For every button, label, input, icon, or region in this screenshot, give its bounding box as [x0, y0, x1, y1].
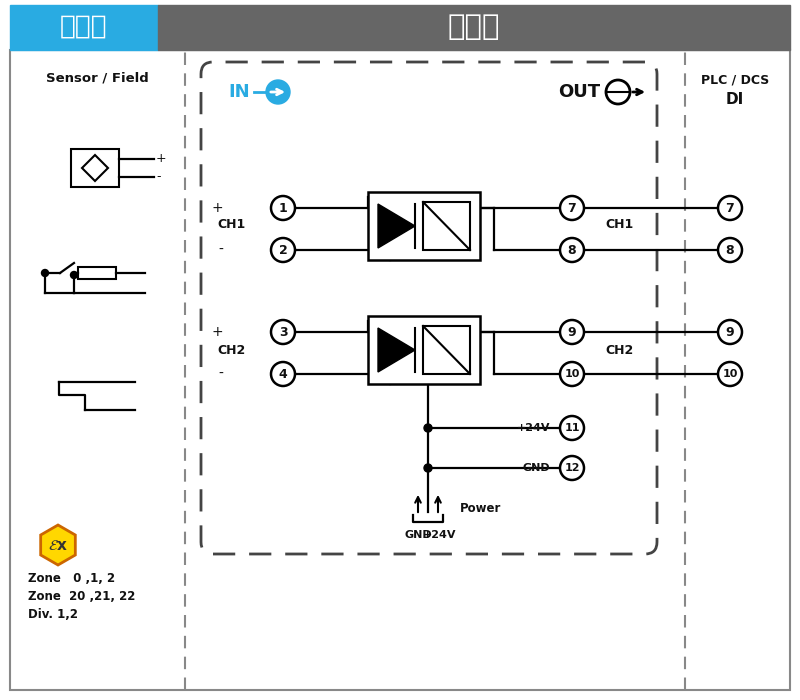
Text: -: - [218, 243, 223, 257]
Bar [10, 5, 158, 50]
Text: $\mathcal{E}$x: $\mathcal{E}$x [48, 538, 68, 552]
Text: Div. 1,2: Div. 1,2 [28, 608, 78, 620]
Text: OUT: OUT [558, 83, 600, 101]
Text: Sensor / Field: Sensor / Field [46, 71, 148, 85]
Circle shape [560, 456, 584, 480]
Circle shape [606, 80, 630, 104]
Text: Power: Power [460, 501, 502, 514]
Circle shape [560, 320, 584, 344]
Text: CH1: CH1 [218, 218, 246, 232]
Circle shape [266, 80, 290, 104]
Text: 安全区: 安全区 [448, 13, 500, 41]
Circle shape [42, 270, 49, 276]
Circle shape [271, 362, 295, 386]
Text: 3: 3 [278, 326, 287, 339]
Circle shape [718, 238, 742, 262]
Text: IN: IN [228, 83, 250, 101]
Circle shape [718, 362, 742, 386]
Text: +24V: +24V [517, 423, 550, 433]
Circle shape [424, 464, 432, 472]
Text: 12: 12 [564, 463, 580, 473]
Circle shape [560, 362, 584, 386]
Text: 10: 10 [722, 369, 738, 379]
Text: Zone   0 ,1, 2: Zone 0 ,1, 2 [28, 571, 115, 584]
Text: 11: 11 [564, 423, 580, 433]
Polygon shape [378, 204, 415, 248]
Text: 10: 10 [564, 369, 580, 379]
Text: 2: 2 [278, 244, 287, 256]
Circle shape [560, 416, 584, 440]
Bar [71, 149, 119, 187]
Text: -: - [218, 367, 223, 381]
Circle shape [718, 320, 742, 344]
Circle shape [271, 238, 295, 262]
Text: +: + [211, 201, 223, 215]
Text: CH2: CH2 [218, 344, 246, 356]
Text: 7: 7 [568, 202, 576, 214]
Text: +24V: +24V [423, 530, 457, 540]
Bar [78, 267, 116, 279]
Text: -: - [156, 171, 161, 183]
Text: GND: GND [522, 463, 550, 473]
Polygon shape [378, 328, 415, 372]
Text: 8: 8 [568, 244, 576, 256]
Circle shape [560, 196, 584, 220]
Text: 8: 8 [726, 244, 734, 256]
Circle shape [718, 196, 742, 220]
Text: CH1: CH1 [606, 218, 634, 232]
Circle shape [560, 238, 584, 262]
Bar [368, 192, 480, 260]
Text: CH2: CH2 [606, 344, 634, 356]
Bar [368, 316, 480, 384]
Text: Zone  20 ,21, 22: Zone 20 ,21, 22 [28, 589, 135, 603]
Bar [158, 5, 790, 50]
Text: PLC / DCS: PLC / DCS [701, 74, 769, 87]
Text: 1: 1 [278, 202, 287, 214]
Polygon shape [41, 525, 75, 565]
Text: 7: 7 [726, 202, 734, 214]
Bar [423, 202, 470, 250]
Text: GND: GND [404, 530, 432, 540]
Text: +: + [156, 153, 166, 165]
Text: +: + [211, 325, 223, 339]
Circle shape [271, 196, 295, 220]
Circle shape [424, 424, 432, 432]
Circle shape [271, 320, 295, 344]
Text: 9: 9 [568, 326, 576, 339]
Bar [423, 326, 470, 374]
Text: 4: 4 [278, 368, 287, 381]
Text: DI: DI [726, 92, 744, 108]
Circle shape [70, 272, 78, 279]
Text: 危险区: 危险区 [60, 14, 108, 40]
Text: 9: 9 [726, 326, 734, 339]
